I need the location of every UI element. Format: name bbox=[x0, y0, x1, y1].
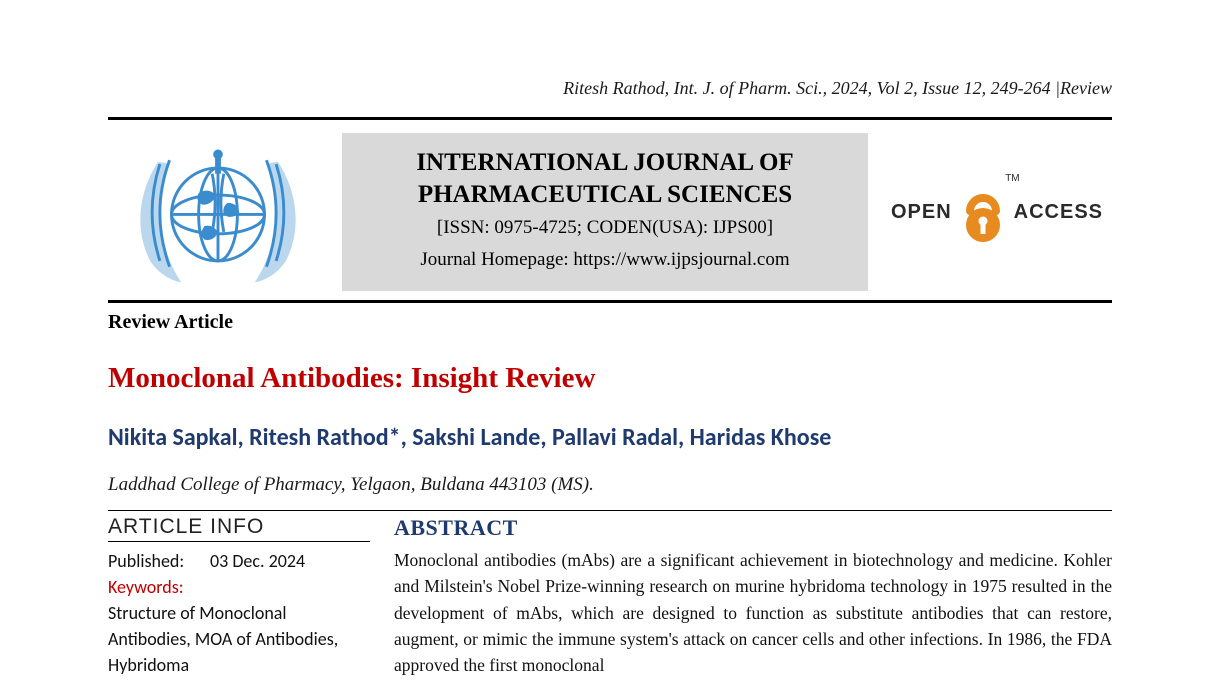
journal-issn: [ISSN: 0975-4725; CODEN(USA): IJPS00] bbox=[362, 214, 848, 243]
published-value: 03 Dec. 2024 bbox=[210, 548, 305, 574]
published-label: Published: bbox=[108, 548, 210, 574]
journal-name-line1: INTERNATIONAL JOURNAL OF bbox=[362, 147, 848, 178]
open-access-tm: TM bbox=[1005, 173, 1019, 184]
abstract-body: Monoclonal antibodies (mAbs) are a signi… bbox=[394, 547, 1112, 678]
affiliation: Laddhad College of Pharmacy, Yelgaon, Bu… bbox=[108, 474, 1112, 496]
keywords-label: Keywords: bbox=[108, 574, 370, 600]
open-access-left-word: OPEN bbox=[891, 201, 952, 224]
keywords-text: Structure of Monoclonal Antibodies, MOA … bbox=[108, 600, 370, 678]
authors: Nikita Sapkal, Ritesh Rathod*, Sakshi La… bbox=[108, 423, 1112, 452]
open-access-right-word: ACCESS bbox=[1014, 201, 1103, 224]
abstract-column: ABSTRACT Monoclonal antibodies (mAbs) ar… bbox=[394, 515, 1112, 678]
running-head: Ritesh Rathod, Int. J. of Pharm. Sci., 2… bbox=[108, 0, 1112, 117]
journal-logo bbox=[108, 132, 328, 292]
article-title: Monoclonal Antibodies: Insight Review bbox=[108, 362, 1112, 395]
journal-title-box: INTERNATIONAL JOURNAL OF PHARMACEUTICAL … bbox=[342, 133, 868, 291]
two-column-region: ARTICLE INFO Published: 03 Dec. 2024 Key… bbox=[108, 510, 1112, 678]
un-style-emblem-icon bbox=[118, 135, 318, 290]
article-info-box: Published: 03 Dec. 2024 Keywords: Struct… bbox=[108, 541, 370, 678]
rule-mid-thick bbox=[108, 300, 1112, 303]
journal-homepage: Journal Homepage: https://www.ijpsjourna… bbox=[362, 246, 848, 275]
section-label: Review Article bbox=[108, 311, 1112, 334]
open-access-lock-icon: TM bbox=[956, 177, 1010, 247]
article-info-column: ARTICLE INFO Published: 03 Dec. 2024 Key… bbox=[108, 515, 370, 678]
open-access-badge: OPEN TM ACCESS bbox=[882, 162, 1112, 262]
journal-name-line2: PHARMACEUTICAL SCIENCES bbox=[362, 179, 848, 210]
masthead: INTERNATIONAL JOURNAL OF PHARMACEUTICAL … bbox=[108, 120, 1112, 300]
abstract-heading: ABSTRACT bbox=[394, 515, 1112, 547]
published-row: Published: 03 Dec. 2024 bbox=[108, 548, 370, 574]
article-info-heading: ARTICLE INFO bbox=[108, 515, 370, 541]
